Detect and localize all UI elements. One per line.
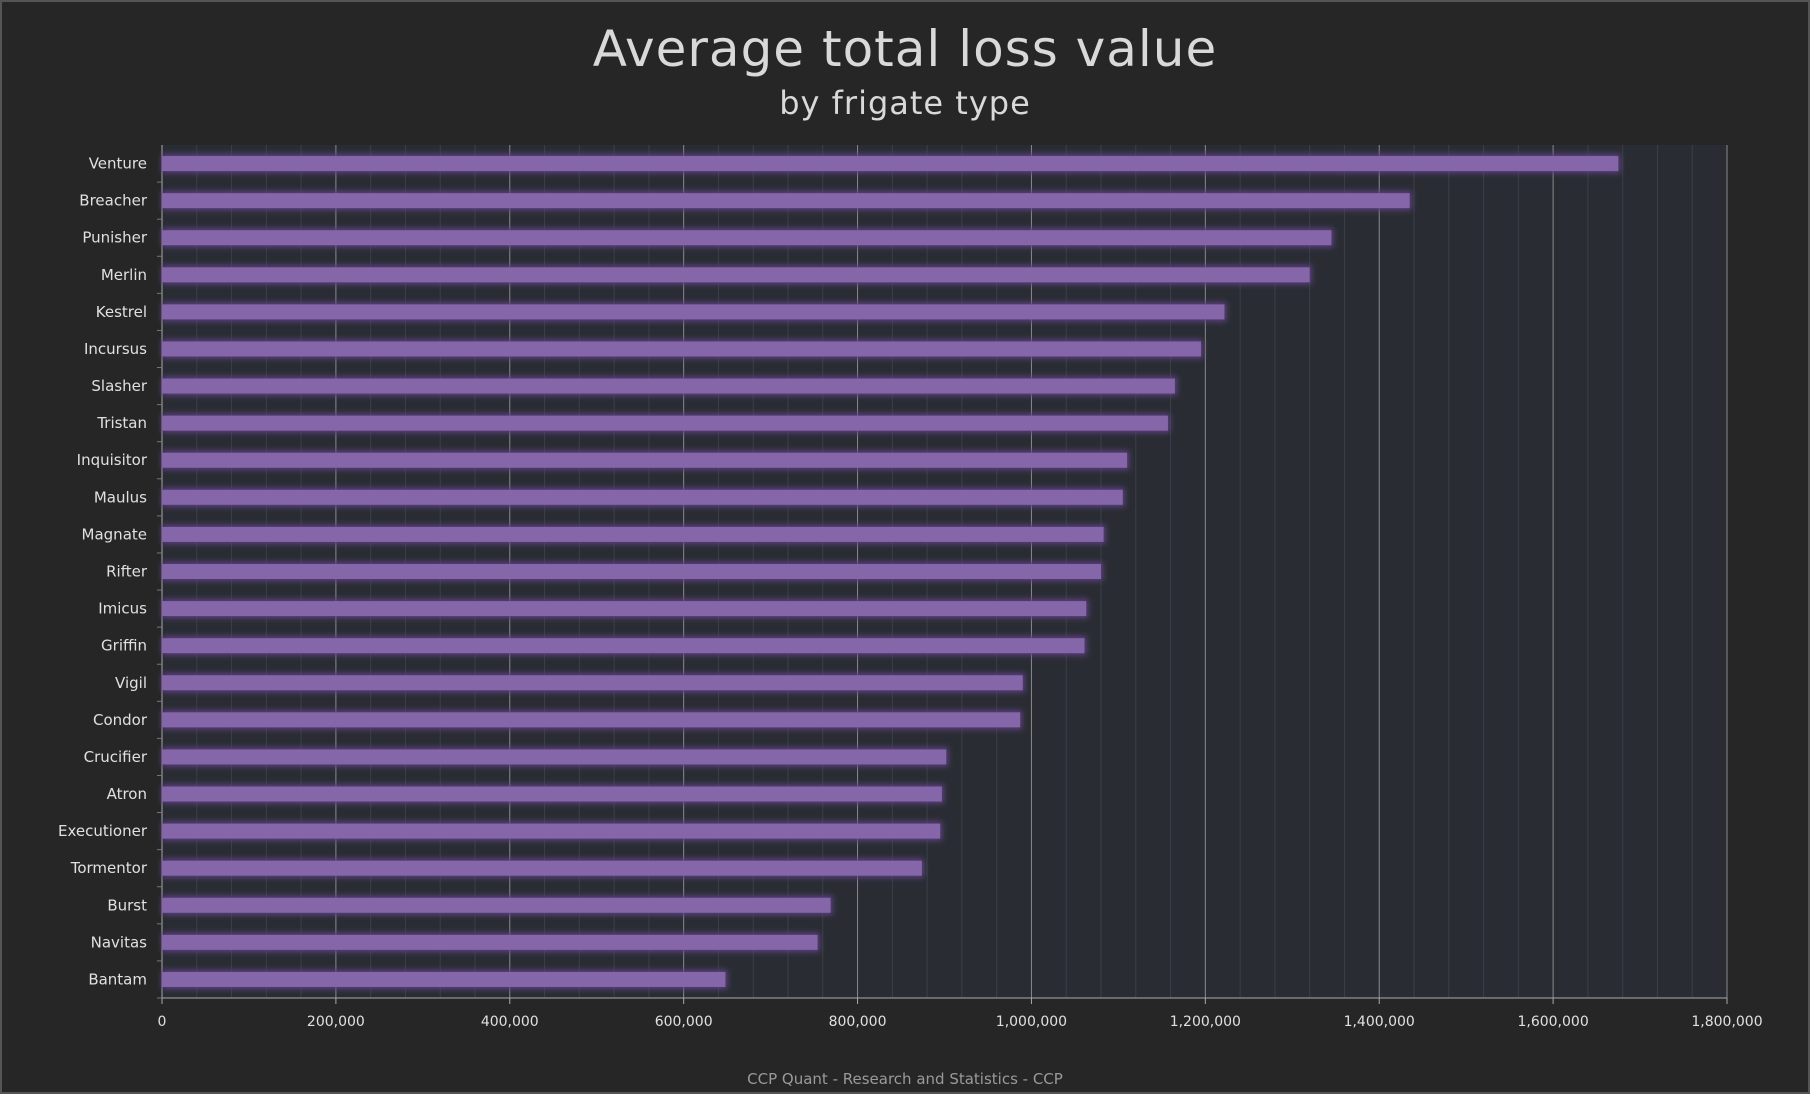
x-tick-label: 1,400,000: [1344, 1014, 1415, 1030]
category-label: Breacher: [79, 192, 148, 210]
bar: [162, 749, 947, 765]
x-tick-label: 1,000,000: [996, 1014, 1067, 1030]
x-tick-label: 0: [158, 1014, 167, 1030]
bar: [162, 526, 1104, 542]
bar: [162, 193, 1410, 209]
bar: [162, 934, 818, 950]
category-label: Atron: [107, 785, 147, 803]
bar: [162, 452, 1128, 468]
x-tick-label: 600,000: [655, 1014, 713, 1030]
bar: [162, 341, 1201, 357]
bar: [162, 823, 941, 839]
chart-source: CCP Quant - Research and Statistics - CC…: [747, 1070, 1063, 1088]
bar: [162, 267, 1310, 283]
category-label: Crucifier: [84, 748, 148, 766]
category-label: Griffin: [101, 637, 147, 655]
bar: [162, 564, 1101, 579]
x-tick-label: 1,200,000: [1170, 1014, 1241, 1030]
category-label: Imicus: [98, 600, 147, 618]
category-label: Magnate: [82, 525, 147, 543]
bar: [162, 897, 831, 913]
bar: [162, 971, 726, 987]
category-label: Burst: [107, 896, 147, 914]
bar: [162, 860, 922, 876]
x-tick-label: 200,000: [307, 1014, 365, 1030]
bar: [162, 378, 1175, 394]
category-label: Inquisitor: [77, 451, 148, 469]
category-label: Venture: [89, 155, 147, 173]
bar: [162, 712, 1021, 728]
category-label: Navitas: [91, 933, 148, 951]
x-tick-label: 1,800,000: [1691, 1014, 1762, 1030]
x-tick-label: 800,000: [829, 1014, 887, 1030]
category-label: Condor: [93, 711, 148, 729]
category-label: Vigil: [115, 674, 147, 692]
bar: [162, 489, 1123, 505]
category-label: Tristan: [96, 414, 147, 432]
category-label: Maulus: [94, 488, 147, 506]
bar: [162, 786, 942, 802]
bar: [162, 415, 1168, 431]
category-label: Rifter: [106, 563, 148, 581]
bar: [162, 156, 1619, 172]
category-label: Merlin: [101, 266, 147, 284]
category-label: Tormentor: [70, 859, 148, 877]
bar: [162, 304, 1225, 320]
category-label: Executioner: [58, 822, 148, 840]
x-tick-label: 400,000: [481, 1014, 539, 1030]
bar: [162, 601, 1087, 617]
category-label: Bantam: [88, 970, 147, 988]
bar: [162, 675, 1023, 691]
category-label: Kestrel: [96, 303, 147, 321]
category-label: Punisher: [82, 229, 148, 247]
category-label: Slasher: [91, 377, 147, 395]
chart-title: Average total loss value: [592, 20, 1218, 78]
chart-subtitle: by frigate type: [779, 84, 1031, 122]
category-label: Incursus: [84, 340, 147, 358]
bar: [162, 638, 1085, 654]
x-tick-label: 1,600,000: [1517, 1014, 1588, 1030]
bar: [162, 230, 1332, 246]
